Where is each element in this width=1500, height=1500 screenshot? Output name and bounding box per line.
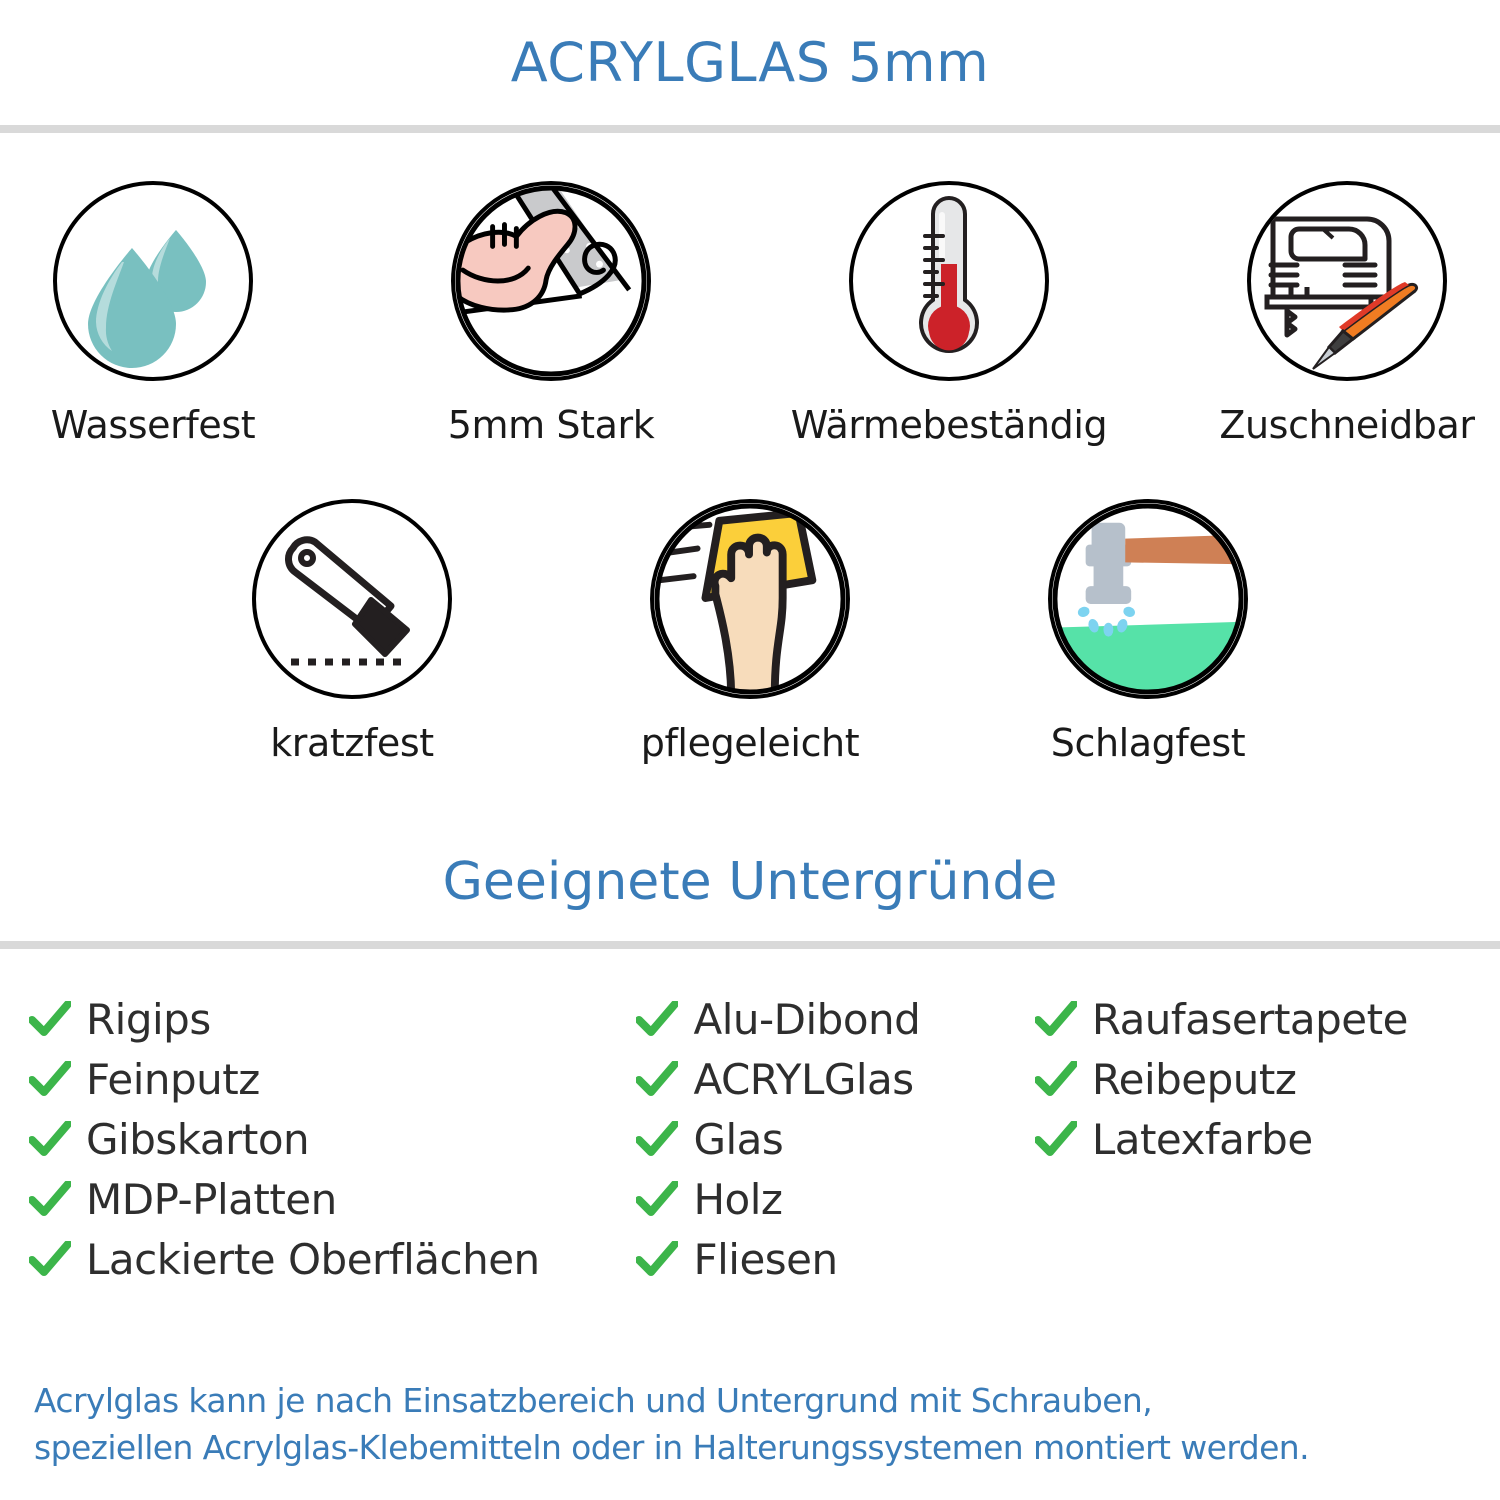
list-item-label: Rigips: [86, 994, 211, 1044]
list-item: Reibeputz: [1034, 1049, 1472, 1109]
feature-caption: Wärmebeständig: [790, 403, 1108, 447]
feature-schlagfest[interactable]: Schlagfest: [1003, 499, 1293, 765]
thermometer-icon: [849, 181, 1049, 381]
check-icon: [635, 1179, 679, 1219]
feature-row-1: Wasserfest: [0, 181, 1500, 447]
list-item: MDP-Platten: [28, 1169, 635, 1229]
list-item-label: Reibeputz: [1091, 1054, 1297, 1104]
feature-waermebestaendig[interactable]: Wärmebeständig: [791, 181, 1108, 447]
list-item: Glas: [635, 1109, 1033, 1169]
list-item: Gibskarton: [28, 1109, 635, 1169]
substrates-column-2: Alu-Dibond ACRYLGlas Glas Holz Fliesen: [635, 989, 1033, 1289]
page-title: ACRYLGLAS 5mm: [510, 31, 990, 94]
list-item: Holz: [635, 1169, 1033, 1229]
check-icon: [28, 1179, 72, 1219]
feature-caption: 5mm Stark: [447, 403, 655, 447]
list-item-label: Glas: [693, 1114, 784, 1164]
substrates-column-1: Rigips Feinputz Gibskarton MDP-Platten L…: [28, 989, 635, 1289]
list-item: ACRYLGlas: [635, 1049, 1033, 1109]
feature-5mm-stark[interactable]: 5mm Stark: [406, 181, 696, 447]
list-item-label: Alu-Dibond: [693, 994, 921, 1044]
check-icon: [1034, 1059, 1078, 1099]
feature-zuschneidbar[interactable]: Zuschneidbar: [1202, 181, 1492, 447]
feature-caption: Schlagfest: [1050, 721, 1246, 765]
substrates-heading-bar: Geeignete Untergründe: [0, 823, 1500, 941]
check-icon: [635, 1239, 679, 1279]
mounting-note: Acrylglas kann je nach Einsatzbereich un…: [34, 1378, 1466, 1472]
list-item-label: Holz: [693, 1174, 783, 1224]
divider-top: [0, 125, 1500, 133]
list-item: Lackierte Oberflächen: [28, 1229, 635, 1289]
cutter-scratch-icon: [252, 499, 452, 699]
feature-pflegeleicht[interactable]: pflegeleicht: [605, 499, 895, 765]
header-bar: ACRYLGLAS 5mm: [0, 0, 1500, 125]
mounting-note-line-2: speziellen Acrylglas-Klebemitteln oder i…: [34, 1428, 1310, 1468]
feature-caption: pflegeleicht: [640, 721, 860, 765]
feature-row-2: kratzfest: [0, 499, 1500, 765]
list-item-label: Feinputz: [86, 1054, 260, 1104]
hammer-impact-icon: [1048, 499, 1248, 699]
check-icon: [635, 1059, 679, 1099]
check-icon: [28, 1059, 72, 1099]
list-item: Raufasertapete: [1034, 989, 1472, 1049]
list-item: Fliesen: [635, 1229, 1033, 1289]
list-item-label: ACRYLGlas: [693, 1054, 914, 1104]
feature-caption: Wasserfest: [50, 403, 256, 447]
list-item-label: Fliesen: [693, 1234, 838, 1284]
check-icon: [1034, 999, 1078, 1039]
water-drops-icon: [53, 181, 253, 381]
list-item-label: MDP-Platten: [86, 1174, 337, 1224]
list-item: Alu-Dibond: [635, 989, 1033, 1049]
check-icon: [28, 999, 72, 1039]
feature-kratzfest[interactable]: kratzfest: [207, 499, 497, 765]
list-item: Feinputz: [28, 1049, 635, 1109]
check-icon: [28, 1239, 72, 1279]
flexed-bicep-icon: [451, 181, 651, 381]
substrates-list: Rigips Feinputz Gibskarton MDP-Platten L…: [0, 949, 1500, 1289]
list-item-label: Gibskarton: [86, 1114, 310, 1164]
substrates-column-3: Raufasertapete Reibeputz Latexfarbe: [1034, 989, 1472, 1289]
check-icon: [1034, 1119, 1078, 1159]
mounting-note-line-1: Acrylglas kann je nach Einsatzbereich un…: [34, 1381, 1153, 1421]
list-item-label: Raufasertapete: [1091, 994, 1409, 1044]
check-icon: [635, 1119, 679, 1159]
list-item: Latexfarbe: [1034, 1109, 1472, 1169]
list-item: Rigips: [28, 989, 635, 1049]
feature-caption: Zuschneidbar: [1219, 403, 1475, 447]
feature-caption: kratzfest: [270, 721, 434, 765]
jigsaw-and-knife-icon: [1247, 181, 1447, 381]
list-item-label: Latexfarbe: [1091, 1114, 1313, 1164]
divider-bottom: [0, 941, 1500, 949]
substrates-heading: Geeignete Untergründe: [442, 852, 1058, 912]
check-icon: [28, 1119, 72, 1159]
feature-grid: Wasserfest: [0, 133, 1500, 765]
check-icon: [635, 999, 679, 1039]
hand-with-cloth-icon: [650, 499, 850, 699]
feature-wasserfest[interactable]: Wasserfest: [8, 181, 298, 447]
list-item-label: Lackierte Oberflächen: [86, 1234, 540, 1284]
